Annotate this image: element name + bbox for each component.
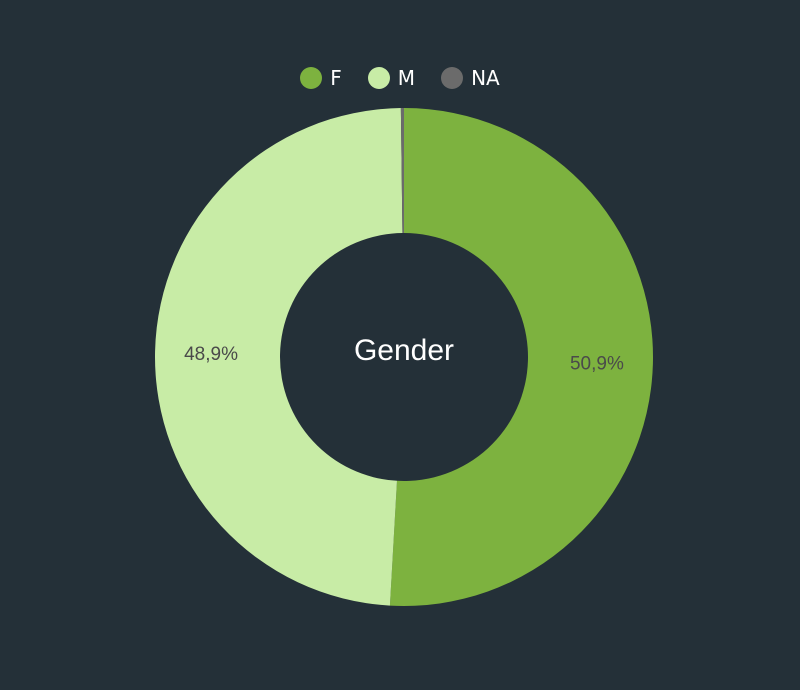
legend-label-m: M <box>397 66 416 90</box>
legend-item-f[interactable]: F <box>300 66 342 90</box>
slice-f[interactable] <box>389 108 654 606</box>
legend-swatch-m <box>367 67 390 89</box>
legend-swatch-f <box>300 67 323 89</box>
legend-swatch-na <box>441 67 464 89</box>
legend-item-m[interactable]: M <box>367 66 416 90</box>
legend-label-na: NA <box>471 66 500 90</box>
data-label-m: 48,9% <box>184 344 238 365</box>
slice-m[interactable] <box>155 108 403 606</box>
slice-na[interactable] <box>400 108 404 234</box>
legend-item-na[interactable]: NA <box>441 66 500 90</box>
center-label: Gender <box>354 334 454 367</box>
data-label-f: 50,9% <box>570 353 624 374</box>
legend-label-f: F <box>330 66 342 90</box>
chart-legend: F M NA <box>0 66 800 90</box>
